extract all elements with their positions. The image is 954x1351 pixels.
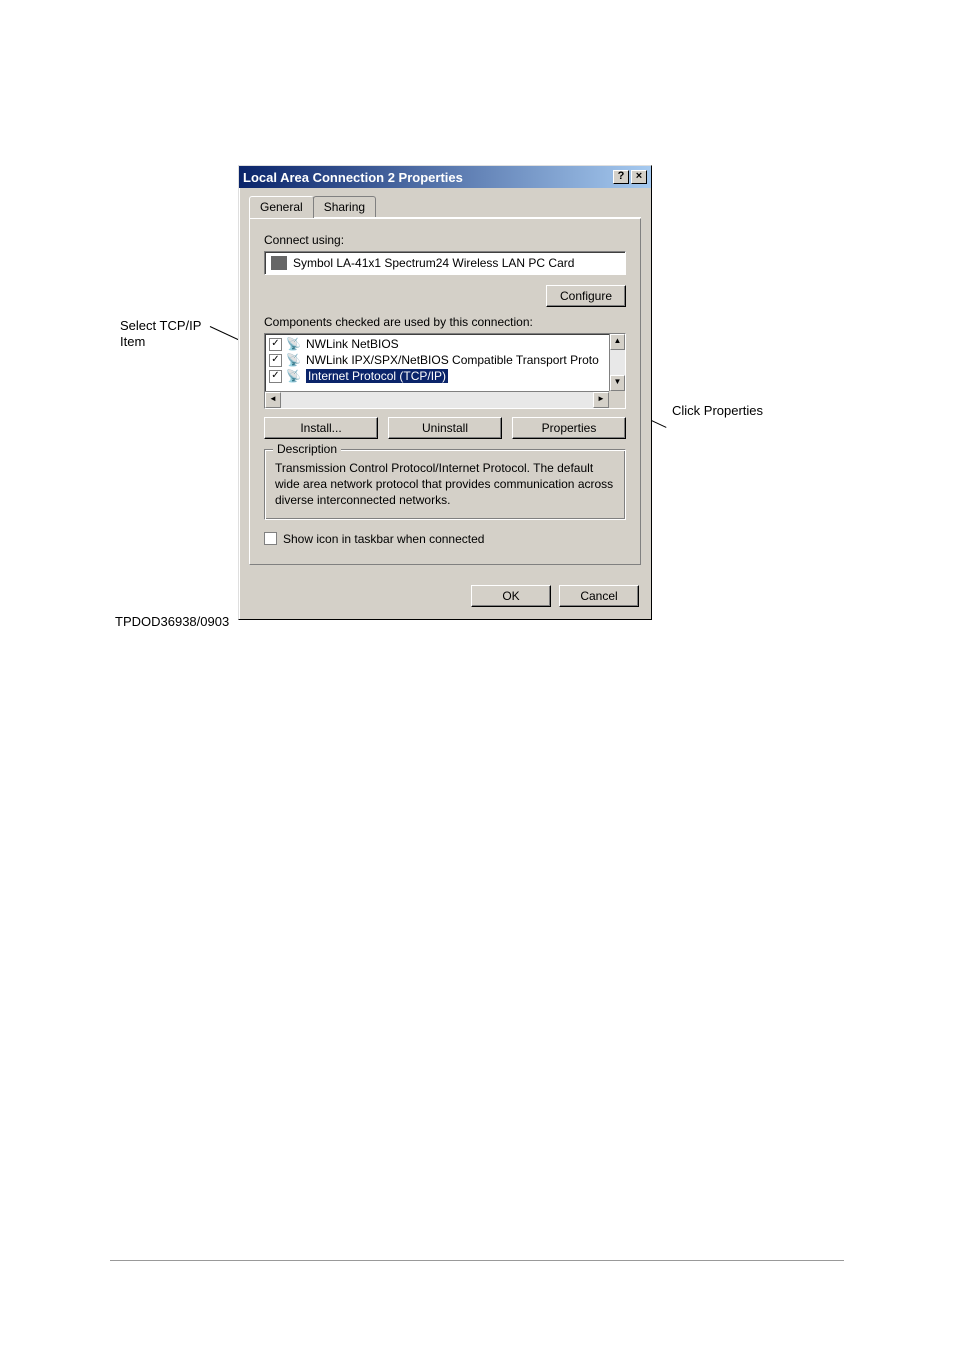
network-card-icon: [271, 256, 287, 270]
list-item-label: NWLink IPX/SPX/NetBIOS Compatible Transp…: [306, 353, 599, 367]
tab-strip: General Sharing: [249, 196, 641, 218]
scroll-up-button[interactable]: ▲: [610, 334, 625, 350]
scroll-left-button[interactable]: ◄: [265, 392, 281, 408]
annotation-select-tcpip: Select TCP/IP Item: [120, 318, 220, 349]
scroll-track[interactable]: [610, 350, 625, 375]
help-button[interactable]: ?: [613, 170, 629, 184]
list-item[interactable]: ✓ 📡 NWLink NetBIOS: [267, 336, 623, 352]
configure-button[interactable]: Configure: [546, 285, 626, 307]
scroll-track[interactable]: [281, 392, 593, 408]
close-button[interactable]: ×: [631, 170, 647, 184]
cancel-button[interactable]: Cancel: [559, 585, 639, 607]
annotation-click-properties: Click Properties: [672, 403, 763, 418]
footer-rule: [110, 1260, 844, 1261]
properties-button[interactable]: Properties: [512, 417, 626, 439]
list-item[interactable]: ✓ 📡 NWLink IPX/SPX/NetBIOS Compatible Tr…: [267, 352, 623, 368]
checkbox-icon[interactable]: [264, 532, 277, 545]
footnote-code: TPDOD36938/0903: [115, 614, 229, 629]
ok-button[interactable]: OK: [471, 585, 551, 607]
tab-sharing[interactable]: Sharing: [313, 196, 376, 217]
titlebar-buttons: ? ×: [613, 170, 647, 184]
protocol-icon: 📡: [286, 369, 302, 383]
description-groupbox: Description Transmission Control Protoco…: [264, 449, 626, 520]
component-buttons: Install... Uninstall Properties: [264, 417, 626, 439]
titlebar: Local Area Connection 2 Properties ? ×: [239, 166, 651, 188]
protocol-icon: 📡: [286, 337, 302, 351]
properties-dialog: Local Area Connection 2 Properties ? × G…: [238, 165, 652, 620]
taskbar-checkbox-row[interactable]: Show icon in taskbar when connected: [264, 532, 626, 546]
taskbar-checkbox-label: Show icon in taskbar when connected: [283, 532, 484, 546]
adapter-field: Symbol LA-41x1 Spectrum24 Wireless LAN P…: [264, 251, 626, 275]
list-item-label: NWLink NetBIOS: [306, 337, 399, 351]
horizontal-scrollbar[interactable]: ◄ ►: [265, 391, 609, 408]
description-text: Transmission Control Protocol/Internet P…: [275, 460, 615, 509]
annotation-left-line2: Item: [120, 334, 145, 349]
components-listbox[interactable]: ✓ 📡 NWLink NetBIOS ✓ 📡 NWLink IPX/SPX/Ne…: [264, 333, 626, 409]
install-button[interactable]: Install...: [264, 417, 378, 439]
components-label: Components checked are used by this conn…: [264, 315, 626, 329]
list-item[interactable]: ✓ 📡 Internet Protocol (TCP/IP): [267, 368, 623, 384]
annotation-left-line1: Select TCP/IP: [120, 318, 201, 333]
checkbox-icon[interactable]: ✓: [269, 354, 282, 367]
checkbox-icon[interactable]: ✓: [269, 370, 282, 383]
list-item-label: Internet Protocol (TCP/IP): [306, 369, 448, 383]
checkbox-icon[interactable]: ✓: [269, 338, 282, 351]
scroll-down-button[interactable]: ▼: [610, 375, 625, 391]
dialog-footer: OK Cancel: [239, 575, 651, 619]
dialog-body: General Sharing Connect using: Symbol LA…: [239, 188, 651, 575]
tab-panel-general: Connect using: Symbol LA-41x1 Spectrum24…: [249, 218, 641, 565]
protocol-icon: 📡: [286, 353, 302, 367]
adapter-name: Symbol LA-41x1 Spectrum24 Wireless LAN P…: [293, 256, 574, 270]
dialog-title: Local Area Connection 2 Properties: [243, 170, 463, 185]
tab-general[interactable]: General: [249, 196, 314, 218]
scrollbar-corner: [609, 391, 625, 408]
uninstall-button[interactable]: Uninstall: [388, 417, 502, 439]
connect-using-label: Connect using:: [264, 233, 626, 247]
vertical-scrollbar[interactable]: ▲ ▼: [609, 334, 625, 391]
scroll-right-button[interactable]: ►: [593, 392, 609, 408]
description-title: Description: [273, 442, 341, 456]
